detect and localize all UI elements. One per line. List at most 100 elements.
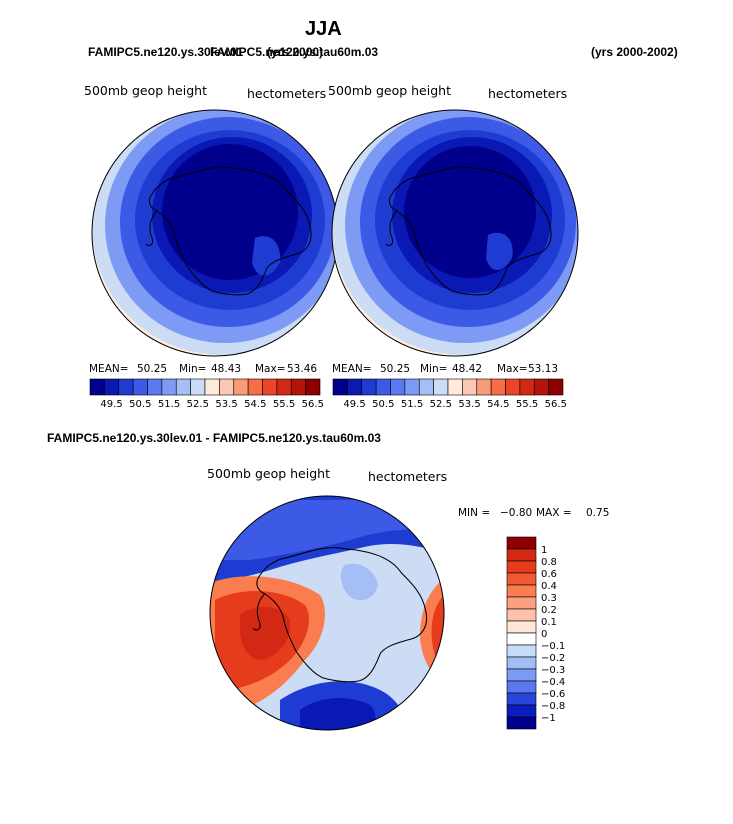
left-colorbar-swatch xyxy=(204,378,220,396)
left-colorbar-swatch xyxy=(147,378,163,396)
right-max-label: Max= xyxy=(497,363,528,375)
left-colorbar-swatch xyxy=(219,378,235,396)
right-colorbar-tick-label: 49.5 xyxy=(343,399,365,410)
right-colorbar-swatch xyxy=(476,378,492,396)
page-title: JJA xyxy=(305,18,342,40)
diff-title: FAMIPC5.ne120.ys.30lev.01 - FAMIPC5.ne12… xyxy=(47,431,381,445)
right-colorbar-tick-label: 50.5 xyxy=(372,399,394,410)
left-colorbar-swatch xyxy=(104,378,120,396)
difference-colorbar-label: −0.8 xyxy=(541,701,565,712)
left-colorbar-swatch xyxy=(132,378,148,396)
right-colorbar-swatch xyxy=(462,378,478,396)
left-units-label: hectometers xyxy=(247,86,327,101)
right-colorbar-swatch xyxy=(490,378,506,396)
difference-colorbar-swatch xyxy=(506,656,537,670)
difference-colorbar-swatch xyxy=(506,572,537,586)
diff-min-value: −0.80 xyxy=(500,507,533,519)
left-colorbar-tick-label: 54.5 xyxy=(244,399,266,410)
case-right-years: (yrs 2000-2002) xyxy=(591,45,678,59)
left-colorbar-tick-label: 50.5 xyxy=(129,399,151,410)
difference-colorbar-label: 0.3 xyxy=(541,593,557,604)
difference-colorbar-label: 0.1 xyxy=(541,617,557,628)
right-colorbar-swatch xyxy=(375,378,391,396)
right-colorbar-swatch xyxy=(418,378,434,396)
left-colorbar: 49.5 50.5 51.5 52.5 53.5 54.5 55.5 56.5 xyxy=(89,378,324,410)
difference-colorbar-swatch xyxy=(506,716,537,730)
right-colorbar-swatch xyxy=(390,378,406,396)
left-mean-value: 50.25 xyxy=(137,363,168,375)
left-colorbar-swatch xyxy=(161,378,177,396)
left-colorbar-tick-label: 56.5 xyxy=(302,399,324,410)
difference-colorbar-swatch xyxy=(506,680,537,694)
difference-colorbar-swatch xyxy=(506,668,537,682)
right-mean-label: MEAN= xyxy=(332,363,372,375)
right-mean-value: 50.25 xyxy=(380,363,411,375)
left-colorbar-swatch xyxy=(89,378,105,396)
difference-colorbar-swatch xyxy=(506,548,537,562)
left-colorbar-swatch xyxy=(262,378,278,396)
left-colorbar-tick-label: 49.5 xyxy=(100,399,122,410)
difference-colorbar-label: −1 xyxy=(541,713,556,724)
diff-max-label: MAX = xyxy=(536,507,572,519)
difference-colorbar-label: −0.6 xyxy=(541,689,565,700)
left-field-label: 500mb geop height xyxy=(84,83,207,98)
difference-colorbar-label: 1 xyxy=(541,545,547,556)
right-colorbar-tick-label: 52.5 xyxy=(430,399,452,410)
left-polar-map xyxy=(92,110,338,356)
right-colorbar-swatch xyxy=(404,378,420,396)
left-colorbar-swatch xyxy=(233,378,249,396)
right-min-value: 48.42 xyxy=(452,363,483,375)
difference-colorbar-label: 0.6 xyxy=(541,569,557,580)
difference-colorbar-swatch xyxy=(506,620,537,634)
left-colorbar-swatch xyxy=(118,378,134,396)
case-left-name: FAMIPC5.ne120.ys.30lev.01 xyxy=(88,45,244,59)
right-polar-map xyxy=(332,110,578,356)
left-colorbar-swatch xyxy=(305,378,321,396)
left-min-value: 48.43 xyxy=(211,363,242,375)
diff-units-label: hectometers xyxy=(368,469,448,484)
right-units-label: hectometers xyxy=(488,86,568,101)
right-field-label: 500mb geop height xyxy=(328,83,451,98)
left-min-label: Min= xyxy=(179,363,207,375)
left-colorbar-tick-label: 52.5 xyxy=(187,399,209,410)
difference-colorbar-label: −0.2 xyxy=(541,653,565,664)
difference-colorbar-label: 0 xyxy=(541,629,547,640)
difference-colorbar-label: 0.2 xyxy=(541,605,557,616)
left-colorbar-tick-label: 55.5 xyxy=(273,399,295,410)
difference-colorbar-label: 0.4 xyxy=(541,581,557,592)
right-colorbar-swatch xyxy=(548,378,564,396)
left-mean-label: MEAN= xyxy=(89,363,129,375)
right-min-label: Min= xyxy=(420,363,448,375)
right-colorbar-swatch xyxy=(505,378,521,396)
right-colorbar: 49.5 50.5 51.5 52.5 53.5 54.5 55.5 56.5 xyxy=(332,378,567,410)
difference-colorbar-label: 0.8 xyxy=(541,557,557,568)
difference-colorbar-swatch xyxy=(506,608,537,622)
left-colorbar-swatch xyxy=(290,378,306,396)
difference-colorbar-swatch xyxy=(506,632,537,646)
right-colorbar-swatch xyxy=(361,378,377,396)
left-colorbar-swatch xyxy=(175,378,191,396)
case-left-years: (yrs 2000) xyxy=(267,45,324,59)
left-colorbar-tick-label: 51.5 xyxy=(158,399,180,410)
difference-colorbar-label: −0.4 xyxy=(541,677,565,688)
right-colorbar-swatch xyxy=(347,378,363,396)
difference-colorbar-swatch xyxy=(506,692,537,706)
right-colorbar-swatch xyxy=(433,378,449,396)
left-colorbar-swatch xyxy=(276,378,292,396)
right-max-value: 53.13 xyxy=(528,363,559,375)
right-colorbar-tick-label: 55.5 xyxy=(516,399,538,410)
right-colorbar-tick-label: 53.5 xyxy=(458,399,480,410)
right-colorbar-swatch xyxy=(533,378,549,396)
difference-polar-map xyxy=(210,496,444,730)
difference-colorbar-label: −0.3 xyxy=(541,665,565,676)
right-colorbar-tick-label: 54.5 xyxy=(487,399,509,410)
diff-field-label: 500mb geop height xyxy=(207,466,330,481)
left-max-value: 53.46 xyxy=(287,363,318,375)
diff-min-label: MIN = xyxy=(458,507,491,519)
right-colorbar-swatch xyxy=(447,378,463,396)
difference-colorbar: 10.80.60.40.30.20.10−0.1−0.2−0.3−0.4−0.6… xyxy=(506,536,565,730)
diff-max-value: 0.75 xyxy=(586,507,610,519)
difference-colorbar-label: −0.1 xyxy=(541,641,565,652)
difference-colorbar-swatch xyxy=(506,644,537,658)
